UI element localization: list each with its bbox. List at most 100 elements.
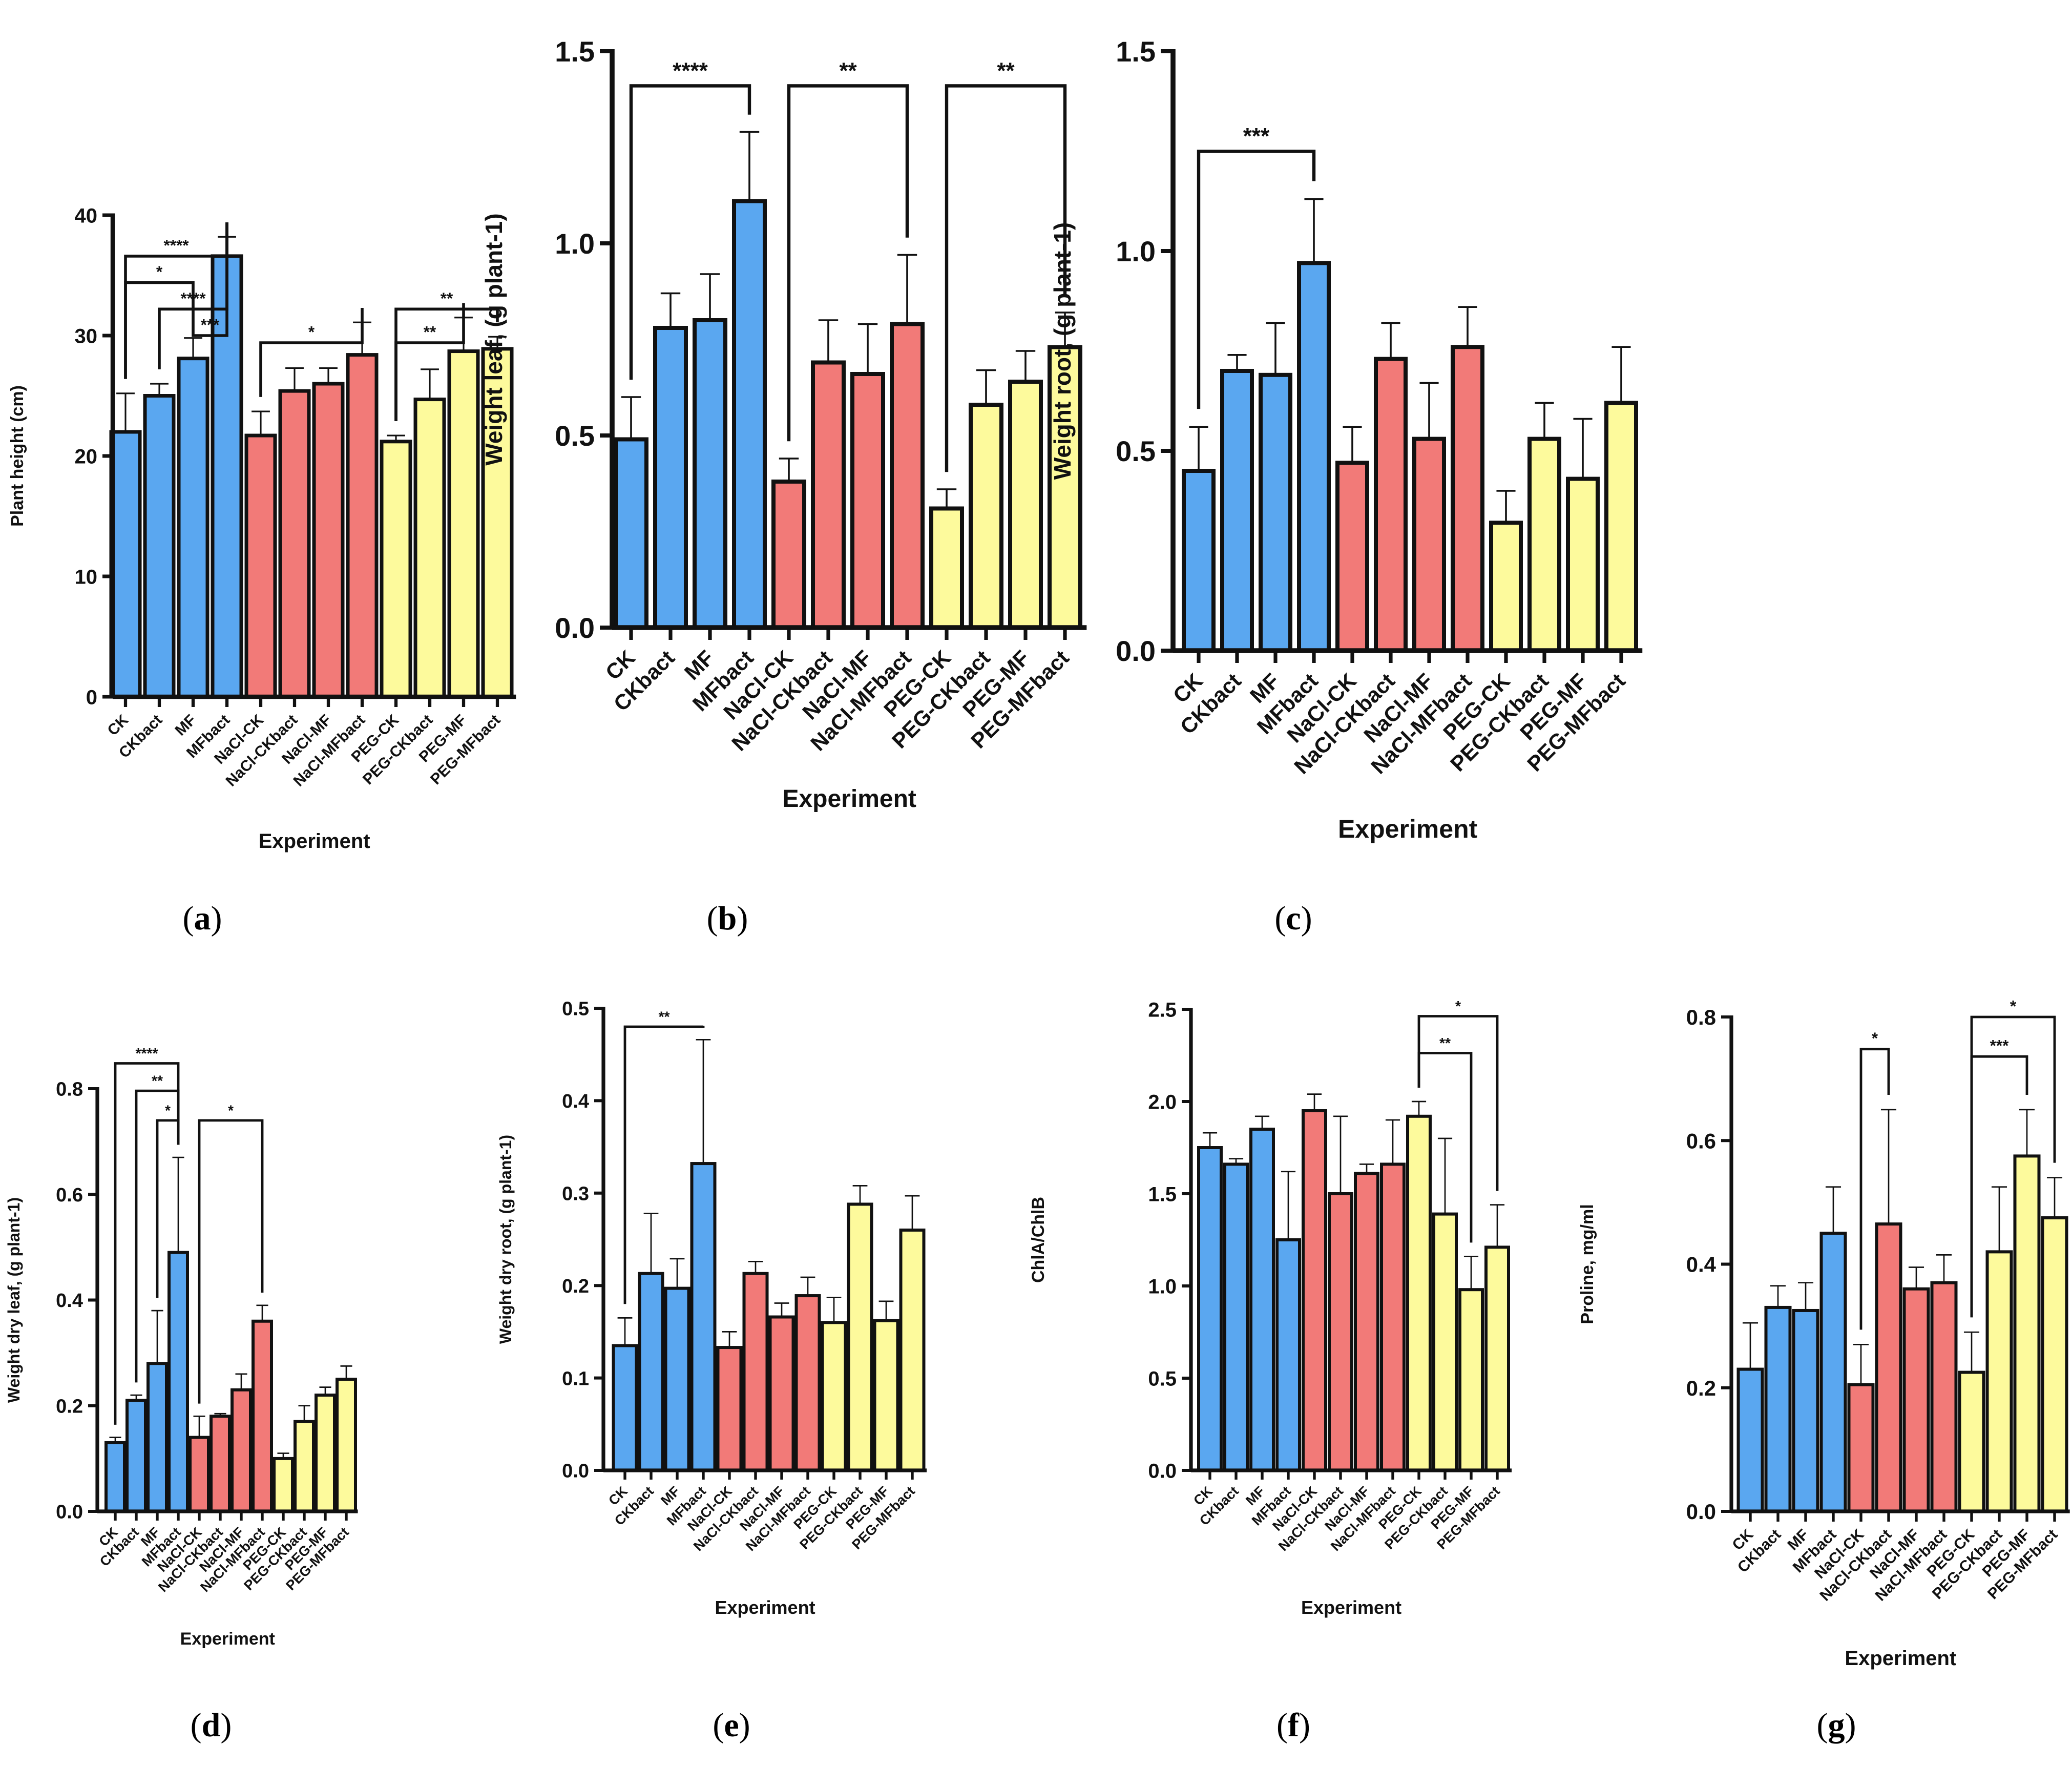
chart-weight-dry-leaf: 0.00.20.40.60.8CKCKbactMFMFbactNaCl-CKNa…: [5, 1046, 358, 1649]
bar-nacl-mfbact: [346, 353, 379, 699]
significance-label: *: [2010, 997, 2017, 1015]
bar-peg-ckbact: [1432, 1212, 1458, 1472]
panel-label-d: (d): [190, 1707, 232, 1744]
bar-nacl-ckbact: [811, 360, 846, 630]
bar-mfbact: [1297, 261, 1331, 653]
significance-label: **: [658, 1009, 669, 1026]
panel-label-c: (c): [1274, 900, 1312, 937]
y-axis-title: Plant height (cm): [8, 385, 27, 527]
bar-peg-ckbact: [969, 403, 1003, 630]
y-tick-label: 2.5: [1148, 999, 1177, 1021]
significance-label: ****: [673, 58, 708, 84]
y-tick-label: 0.2: [562, 1276, 589, 1297]
bar-nacl-mf: [768, 1315, 795, 1472]
bracket-line: [787, 84, 909, 442]
significance-bracket: **: [135, 1073, 180, 1383]
bar-peg-mf: [1008, 380, 1043, 630]
y-tick-label: 1.0: [1116, 235, 1156, 267]
x-axis-title: Experiment: [1301, 1597, 1401, 1618]
bar-peg-ckbact: [1527, 437, 1561, 653]
y-tick-label: 0.2: [1686, 1376, 1716, 1400]
bar-peg-mf: [315, 1394, 336, 1513]
bar-mf: [177, 357, 210, 699]
bar-nacl-mf: [1902, 1287, 1930, 1513]
bar-ck: [1182, 469, 1216, 653]
significance-label: ***: [201, 316, 220, 334]
bracket-line: [1970, 1055, 2028, 1318]
significance-label: *: [165, 1103, 171, 1119]
bar-nacl-ckbact: [1328, 1192, 1353, 1472]
significance-label: ****: [135, 1046, 158, 1062]
bar-mfbact: [168, 1251, 189, 1513]
panel-label-a: (a): [182, 900, 222, 937]
y-tick-label: 0.6: [1686, 1129, 1716, 1153]
significance-bracket: **: [945, 58, 1067, 472]
significance-label: *: [228, 1103, 234, 1119]
y-tick-label: 1.5: [555, 35, 595, 68]
significance-label: *: [1455, 999, 1461, 1015]
y-tick-label: 0.5: [1116, 435, 1156, 467]
bar-peg-mfbact: [1604, 401, 1638, 653]
y-tick-label: 0.4: [1686, 1253, 1717, 1277]
y-tick-label: 0.6: [56, 1185, 83, 1206]
y-tick-label: 1.0: [555, 227, 595, 260]
y-tick-label: 0.0: [56, 1502, 83, 1523]
y-tick-label: 0.0: [1686, 1500, 1716, 1524]
significance-label: *: [1872, 1029, 1878, 1047]
significance-label: ***: [1990, 1036, 2010, 1055]
bar-nacl-ckbact: [1374, 357, 1408, 653]
bar-nacl-ckbact: [278, 389, 311, 699]
y-axis-title: Weight dry root, (g plant-1): [496, 1135, 515, 1344]
significance-bracket: *: [1859, 1029, 1890, 1330]
bar-nacl-ckbact: [1875, 1222, 1902, 1513]
bracket-line: [623, 1025, 705, 1304]
significance-bracket: ***: [192, 222, 228, 337]
bar-nacl-mf: [1412, 437, 1446, 653]
bar-nacl-ck: [1335, 461, 1369, 653]
bar-ckbact: [1220, 369, 1254, 653]
significance-bracket: *: [156, 1103, 180, 1298]
chart-weight-root: 0.00.51.01.5CKCKbactMFMFbactNaCl-CKNaCl-…: [1049, 35, 1643, 843]
bar-ckbact: [125, 1399, 147, 1513]
y-axis-title: Proline, mg/ml: [1578, 1204, 1597, 1324]
bar-peg-ck: [1489, 521, 1523, 653]
bar-ckbact: [1223, 1162, 1249, 1472]
bracket-line: [945, 84, 1067, 472]
bar-ckbact: [1764, 1305, 1792, 1513]
panel-label-f: (f): [1276, 1707, 1310, 1744]
bar-peg-mfbact: [1484, 1245, 1510, 1472]
y-tick-label: 0.8: [1686, 1005, 1716, 1029]
bar-nacl-ck: [244, 433, 277, 699]
bar-nacl-mfbact: [794, 1294, 821, 1472]
x-tick-label-ck: CK: [104, 711, 132, 739]
y-tick-label: 0.4: [562, 1091, 589, 1112]
bar-mfbact: [732, 199, 767, 630]
significance-bracket: ****: [629, 58, 751, 380]
x-axis-title: Experiment: [782, 785, 916, 813]
y-tick-label: 30: [75, 325, 98, 347]
bar-mfbact: [690, 1162, 717, 1472]
bar-peg-mf: [2013, 1154, 2041, 1513]
bracket-line: [156, 1119, 180, 1298]
bar-peg-ck: [273, 1457, 294, 1513]
bar-peg-ckbact: [294, 1420, 315, 1513]
bar-ck: [104, 1441, 126, 1513]
bar-peg-mf: [1458, 1288, 1484, 1472]
bar-peg-mfbact: [1048, 345, 1082, 630]
y-tick-label: 1.5: [1116, 35, 1156, 68]
significance-bracket: ***: [1970, 1036, 2028, 1318]
bar-nacl-mf: [231, 1388, 252, 1513]
significance-bracket: *: [198, 1103, 264, 1404]
y-tick-label: 0.8: [56, 1079, 83, 1100]
y-tick-label: 0.5: [555, 420, 595, 452]
bar-mf: [146, 1362, 168, 1513]
bar-peg-ck: [929, 506, 964, 630]
bar-nacl-mfbact: [252, 1319, 273, 1513]
bar-ck: [1736, 1367, 1764, 1513]
bar-nacl-ckbact: [742, 1272, 769, 1472]
bracket-line: [394, 303, 465, 421]
y-tick-label: 20: [75, 445, 98, 468]
significance-label: *: [156, 262, 163, 281]
